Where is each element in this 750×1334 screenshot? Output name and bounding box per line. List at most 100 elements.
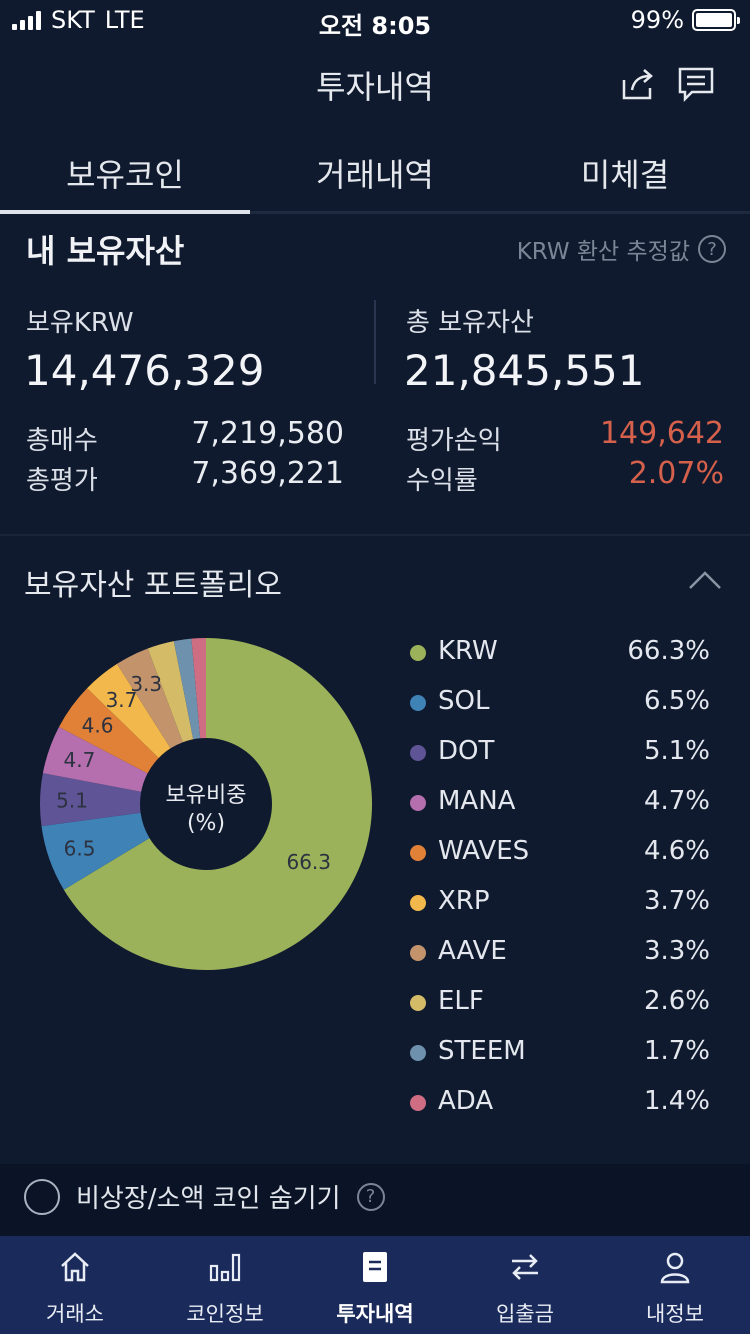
legend-item-mana: MANA 4.7% [404, 778, 724, 828]
hide-small-coins-label: 비상장/소액 코인 숨기기 [76, 1184, 341, 1214]
nav-exchange[interactable]: 거래소 [0, 1236, 150, 1334]
portfolio-donut-chart: 66.3 6.5 5.1 4.7 4.63.73.3 보유비중 (%) [39, 638, 373, 970]
legend-item-krw: KRW 66.3% [404, 628, 724, 678]
legend-item-waves: WAVES 4.6% [404, 828, 724, 878]
bottom-nav: 거래소 코인정보 투자내역 입출금 내정보 [0, 1236, 750, 1334]
nav-label: 코인정보 [186, 1302, 264, 1326]
help-icon[interactable]: ? [356, 1182, 385, 1211]
slice-label-sol: 6.5 [64, 836, 96, 860]
legend-name: ELF [438, 986, 484, 1016]
legend-swatch [410, 645, 426, 661]
total-buy-value: 7,219,580 [191, 416, 344, 451]
roi-value: 2.07% [628, 456, 724, 491]
slice-label-mana: 4.7 [64, 748, 96, 772]
bar-chart-icon [209, 1253, 241, 1282]
legend-swatch [410, 995, 426, 1011]
pnl-value: 149,642 [599, 416, 724, 451]
total-eval-value: 7,369,221 [191, 456, 344, 491]
estimate-label: KRW 환산 추정값 [516, 239, 690, 265]
legend-item-ada: ADA 1.4% [404, 1078, 724, 1128]
status-bar: SKT LTE 오전 8:05 99% [0, 0, 750, 40]
pnl-label: 평가손익 [406, 426, 502, 456]
legend-value: 4.6% [643, 836, 710, 866]
status-right: 99% [630, 6, 740, 34]
total-assets-label: 총 보유자산 [406, 308, 534, 338]
document-icon [363, 1252, 387, 1282]
nav-label: 내정보 [646, 1302, 704, 1326]
donut-center-unit: (%) [187, 811, 225, 836]
legend-value: 1.4% [643, 1086, 710, 1116]
donut-slice-aave [116, 648, 183, 749]
legend-value: 1.7% [643, 1036, 710, 1066]
tab-holdings[interactable]: 보유코인 [0, 128, 250, 214]
status-left: SKT LTE [12, 6, 145, 34]
portfolio-legend: KRW 66.3% SOL 6.5% DOT 5.1% MANA 4.7% WAVES 4.6% X… [404, 628, 724, 1128]
nav-deposit-withdraw[interactable]: 입출금 [450, 1236, 600, 1334]
legend-name: ADA [438, 1086, 494, 1116]
legend-value: 4.7% [643, 786, 710, 816]
donut-slice-xrp [87, 663, 171, 758]
donut-slice-elf [147, 641, 194, 743]
legend-swatch [410, 795, 426, 811]
portfolio-header[interactable]: 보유자산 포트폴리오 [0, 556, 750, 606]
legend-swatch [410, 845, 426, 861]
legend-swatch [410, 1095, 426, 1111]
slice-label-waves: 4.6 [82, 713, 114, 737]
legend-name: STEEM [438, 1036, 526, 1066]
hide-small-coins-row[interactable]: 비상장/소액 코인 숨기기 ? [24, 1178, 385, 1215]
legend-swatch [410, 1045, 426, 1061]
legend-value: 3.3% [643, 936, 710, 966]
chevron-up-icon[interactable] [688, 570, 722, 590]
hide-small-coins-radio[interactable] [24, 1178, 60, 1215]
clock: 오전 8:05 [318, 12, 432, 40]
nav-my-info[interactable]: 내정보 [600, 1236, 750, 1334]
donut-slice-steem [173, 638, 201, 740]
carrier: SKT [51, 6, 95, 34]
nav-coin-info[interactable]: 코인정보 [150, 1236, 300, 1334]
legend-value: 66.3% [627, 636, 710, 666]
legend-item-xrp: XRP 3.7% [404, 878, 724, 928]
tab-history[interactable]: 거래내역 [316, 156, 434, 194]
donut-slice-sol [41, 812, 150, 890]
transfer-icon [512, 1254, 538, 1280]
signal-icon [12, 10, 41, 30]
legend-value: 5.1% [643, 736, 710, 766]
assets-header: 내 보유자산 KRW 환산 추정값 ? [0, 222, 750, 282]
legend-name: MANA [438, 786, 516, 816]
tab-pending[interactable]: 미체결 [580, 156, 670, 194]
app-header: 투자내역 [0, 40, 750, 128]
donut-slice-ada [191, 638, 206, 739]
donut-slice-dot [39, 773, 142, 827]
share-icon[interactable] [618, 64, 658, 104]
battery-percent: 99% [630, 6, 684, 34]
legend-value: 6.5% [643, 686, 710, 716]
legend-swatch [410, 945, 426, 961]
nav-label: 투자내역 [336, 1302, 414, 1326]
holding-krw-value: 14,476,329 [24, 346, 265, 395]
total-buy-label: 총매수 [26, 426, 98, 456]
slice-label-krw: 66.3 [286, 850, 331, 874]
donut-center-title: 보유비중 [166, 783, 247, 808]
home-icon [61, 1252, 89, 1282]
slice-label-dot: 5.1 [56, 788, 88, 812]
donut-slice-krw [63, 638, 373, 970]
nav-label: 입출금 [496, 1302, 554, 1326]
help-icon[interactable]: ? [698, 235, 726, 263]
user-icon [660, 1252, 690, 1284]
legend-item-elf: ELF 2.6% [404, 978, 724, 1028]
holding-krw-label: 보유KRW [26, 308, 134, 338]
nav-investments[interactable]: 투자내역 [300, 1236, 450, 1334]
portfolio-title: 보유자산 포트폴리오 [24, 568, 282, 603]
roi-label: 수익률 [406, 466, 478, 496]
legend-item-aave: AAVE 3.3% [404, 928, 724, 978]
legend-swatch [410, 745, 426, 761]
network-type: LTE [104, 6, 145, 34]
chat-icon[interactable] [676, 64, 716, 104]
legend-swatch [410, 695, 426, 711]
total-assets-value: 21,845,551 [404, 346, 645, 395]
legend-value: 2.6% [643, 986, 710, 1016]
legend-swatch [410, 895, 426, 911]
legend-item-dot: DOT 5.1% [404, 728, 724, 778]
estimate-note[interactable]: KRW 환산 추정값 ? [517, 232, 726, 266]
section-divider [0, 534, 750, 536]
